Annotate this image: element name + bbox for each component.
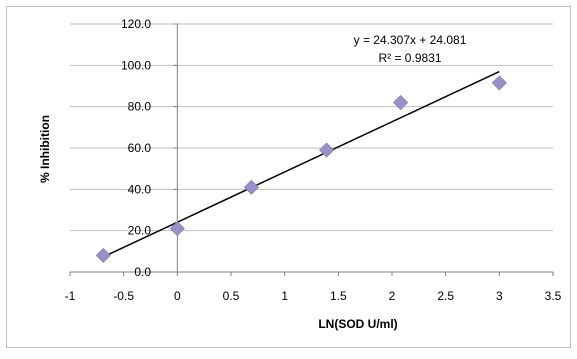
- trendline-group: [102, 70, 500, 258]
- trendline-equation: y = 24.307x + 24.081: [354, 33, 467, 47]
- y-tick-label: 20.0: [128, 224, 152, 238]
- x-tick-label: 3.5: [545, 289, 562, 303]
- y-tick-label: 120.0: [121, 17, 151, 31]
- y-axis-title: % Inhibition: [38, 115, 52, 183]
- x-tick-label: 0: [174, 289, 181, 303]
- y-tick-label: 0.0: [134, 265, 151, 279]
- data-points: [95, 75, 507, 264]
- data-point: [95, 247, 111, 264]
- x-axis-title: LN(SOD U/ml): [318, 317, 397, 331]
- data-point: [243, 179, 259, 195]
- x-tick-label: 2.5: [437, 289, 454, 303]
- y-tick-label: 40.0: [128, 182, 152, 196]
- x-tick-label: -0.5: [113, 289, 134, 303]
- trendline-r-squared: R² = 0.9831: [378, 51, 441, 65]
- data-point: [169, 221, 185, 237]
- y-tick-label: 80.0: [128, 100, 152, 114]
- x-tick-label: 2: [389, 289, 396, 303]
- data-point: [393, 94, 409, 111]
- x-tick-label: 1.5: [330, 289, 347, 303]
- data-point: [491, 75, 507, 91]
- trendline: [102, 70, 500, 258]
- y-tick-label: 100.0: [121, 58, 151, 72]
- x-tick-label: 3: [496, 289, 503, 303]
- x-tick-label: 0.5: [223, 289, 240, 303]
- data-point: [318, 142, 335, 158]
- x-tick-label: 1: [281, 289, 288, 303]
- y-tick-label: 60.0: [128, 141, 152, 155]
- tick-labels: 0.0 20.0 40.0 60.0 80.0 100.0 120.0 -1 -0.5 0 0.5 1…: [65, 17, 562, 303]
- gridlines: [70, 23, 553, 232]
- chart-border: [6, 6, 571, 348]
- x-tick-label: -1: [65, 289, 76, 303]
